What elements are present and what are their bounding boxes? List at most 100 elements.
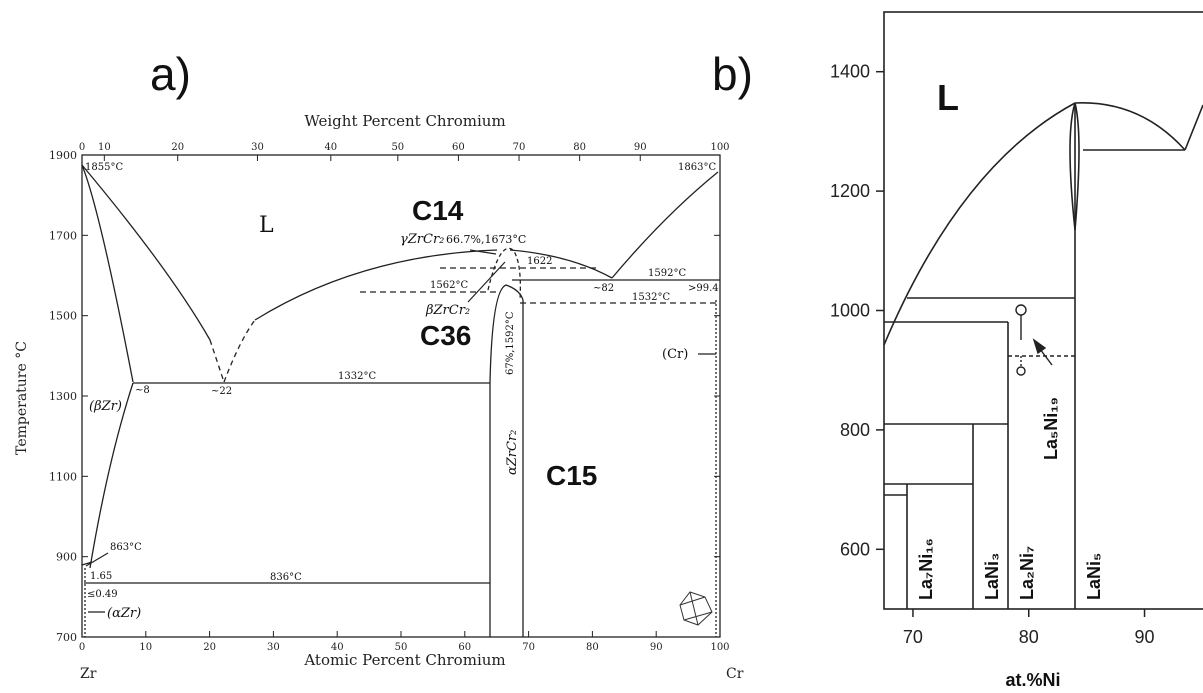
element-zr-label: Zr bbox=[80, 666, 97, 682]
top-x-tick-label: 20 bbox=[171, 142, 184, 153]
x-ticks-b: 70 80 90 bbox=[903, 609, 1155, 647]
crystal-icon bbox=[679, 591, 713, 626]
y-tick-label: 900 bbox=[56, 551, 77, 564]
label-cr-solid: (Cr) bbox=[662, 347, 688, 362]
c15-dome bbox=[489, 284, 524, 384]
y-tick-label-b: 1400 bbox=[830, 62, 870, 82]
liquidus-cr-side bbox=[611, 171, 719, 279]
label-alpha: αZrCr₂ bbox=[505, 430, 520, 475]
label-t-1855: 1855°C bbox=[85, 162, 123, 173]
label-la7ni16: La₇Ni₁₆ bbox=[916, 538, 936, 600]
x-axis-title-b: at.%Ni bbox=[1005, 670, 1060, 690]
top-x-tick-label: 60 bbox=[452, 142, 465, 153]
label-t-836: 836°C bbox=[270, 572, 302, 583]
label-t-863: 863°C bbox=[110, 542, 142, 553]
label-lani3: LaNi₃ bbox=[982, 553, 1002, 600]
label-alpha-zr: (αZr) bbox=[107, 606, 141, 621]
top-axis-title: Weight Percent Chromium bbox=[304, 112, 505, 130]
label-t-1562: 1562°C bbox=[430, 280, 468, 291]
liquidus-b-left bbox=[883, 102, 1076, 346]
label-b-liquid: L bbox=[937, 77, 959, 118]
bottom-axis-title: Atomic Percent Chromium bbox=[303, 651, 505, 669]
marker-open-circle-upper bbox=[1015, 304, 1027, 316]
label-lani5: LaNi₅ bbox=[1084, 553, 1104, 600]
phase-labels-b: L La₇Ni₁₆ LaNi₃ La₂Ni₇ LaNi₅ La₅Ni₁₉ bbox=[916, 77, 1104, 600]
label-c-82: ~82 bbox=[593, 283, 614, 294]
x-tick-label: 40 bbox=[331, 642, 344, 653]
top-x-tick-label: 90 bbox=[634, 142, 647, 153]
label-c-1-65: 1.65 bbox=[90, 571, 112, 582]
beta-zr-left bbox=[81, 561, 93, 566]
x-tick-label-b: 80 bbox=[1019, 627, 1039, 647]
label-gamma-info: 66.7%,1673°C bbox=[446, 233, 526, 246]
liquidus-c14-right bbox=[509, 249, 613, 279]
label-t-1592: 1592°C bbox=[648, 268, 686, 279]
y-ticks-b: 600 800 1000 1200 1400 bbox=[830, 62, 884, 559]
liquidus-to-c14 bbox=[254, 249, 498, 321]
label-c-8: ~8 bbox=[135, 385, 150, 396]
panel-b-label: b) bbox=[712, 48, 753, 100]
x-tick-label: 50 bbox=[395, 642, 408, 653]
label-gamma: γZrCr₂ bbox=[400, 232, 444, 247]
top-x-tick-label: 80 bbox=[573, 142, 586, 153]
top-x-tick-label: 70 bbox=[513, 142, 526, 153]
y-tick-label-b: 1200 bbox=[830, 181, 870, 201]
label-c-99-4: >99.4 bbox=[688, 283, 719, 294]
liquidus-eutectic-dashed bbox=[209, 339, 225, 383]
x-tick-label: 70 bbox=[522, 642, 535, 653]
x-tick-label: 60 bbox=[458, 642, 471, 653]
y-tick-label: 1700 bbox=[49, 229, 77, 242]
liquidus-zr-side bbox=[81, 164, 134, 383]
liquidus-to-eutectic bbox=[81, 164, 211, 341]
top-x-tick-label: 10 bbox=[98, 142, 111, 153]
label-c14: C14 bbox=[412, 195, 464, 226]
panel-a-zr-cr-diagram: a) Weight Percent Chromium Atomic Percen… bbox=[14, 48, 744, 682]
x-tick-label: 90 bbox=[650, 642, 663, 653]
label-t-1622: 1622 bbox=[527, 256, 552, 267]
y-tick-label-b: 1000 bbox=[830, 301, 870, 321]
y-tick-label-b: 800 bbox=[840, 420, 870, 440]
arrow-head-la5ni19 bbox=[1032, 338, 1047, 355]
x-tick-label: 20 bbox=[203, 642, 216, 653]
left-axis-title: Temperature °C bbox=[14, 341, 30, 455]
label-beta-zr: (βZr) bbox=[89, 399, 122, 414]
top-x-tick-label: 30 bbox=[251, 142, 264, 153]
beta-zr-solvus bbox=[89, 382, 134, 569]
x-tick-label: 30 bbox=[267, 642, 280, 653]
y-tick-label: 1900 bbox=[49, 149, 77, 162]
y-tick-label: 1500 bbox=[49, 310, 77, 323]
x-tick-label: 100 bbox=[710, 642, 729, 653]
panel-b-plot-frame bbox=[883, 11, 1203, 610]
label-c-22: ~22 bbox=[211, 386, 232, 397]
x-ticks: 0 10 20 30 40 50 60 70 80 90 100 bbox=[79, 631, 730, 653]
label-la5ni19: La₅Ni₁₉ bbox=[1041, 397, 1061, 460]
x-tick-label: 10 bbox=[139, 642, 152, 653]
label-la2ni7: La₂Ni₇ bbox=[1017, 546, 1037, 600]
arrow-beta bbox=[467, 261, 506, 303]
panel-b-la-ni-diagram: b) 600 800 1000 1200 1400 70 80 90 at.%Ni bbox=[712, 11, 1203, 690]
label-67-1592: 67%,1592°C bbox=[505, 311, 516, 375]
label-c-0-49: ≤0.49 bbox=[87, 589, 118, 600]
phase-labels: L C14 C36 C15 γZrCr₂ 66.7%,1673°C βZrCr₂… bbox=[85, 162, 719, 621]
marker-open-circle-lower bbox=[1016, 366, 1026, 376]
x-tick-label: 0 bbox=[79, 642, 85, 653]
panel-a-plot-frame bbox=[81, 154, 721, 638]
x-tick-label: 80 bbox=[586, 642, 599, 653]
label-t-1863: 1863°C bbox=[678, 162, 716, 173]
y-tick-label: 700 bbox=[56, 631, 77, 644]
label-beta: βZrCr₂ bbox=[425, 303, 470, 318]
label-t-1532: 1532°C bbox=[632, 292, 670, 303]
liquidus-to-c14-dashed bbox=[223, 319, 256, 383]
arrow-863 bbox=[85, 552, 109, 567]
label-c15: C15 bbox=[546, 460, 597, 491]
element-cr-label: Cr bbox=[726, 666, 744, 682]
x-tick-label-b: 70 bbox=[903, 627, 923, 647]
label-liquid: L bbox=[259, 213, 274, 238]
label-c36: C36 bbox=[420, 320, 471, 351]
top-x-tick-label: 50 bbox=[391, 142, 404, 153]
top-x-tick-label: 100 bbox=[710, 142, 729, 153]
panel-a-label: a) bbox=[150, 48, 191, 100]
y-tick-label: 1300 bbox=[49, 390, 77, 403]
y-tick-label: 1100 bbox=[49, 470, 77, 483]
